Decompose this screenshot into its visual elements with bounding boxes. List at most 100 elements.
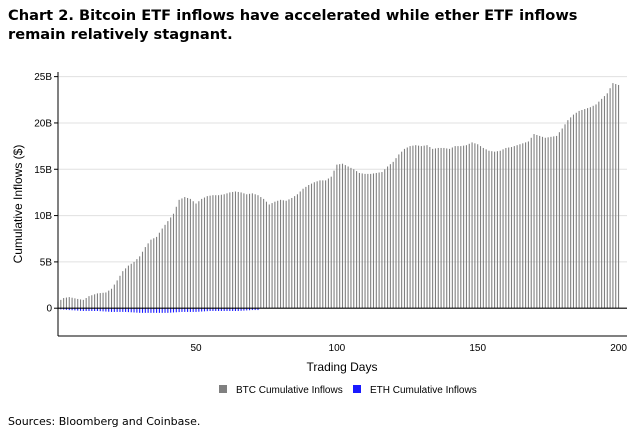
eth-bar — [153, 308, 155, 313]
eth-bar — [178, 308, 180, 313]
btc-bar — [167, 221, 169, 309]
btc-bar — [322, 180, 324, 309]
btc-bar — [463, 145, 465, 309]
btc-bar — [584, 109, 586, 309]
btc-bar — [556, 135, 558, 309]
btc-bar — [364, 173, 366, 309]
btc-bar — [477, 144, 479, 309]
eth-bar — [130, 308, 132, 313]
eth-bar — [82, 308, 84, 311]
chart-title: Chart 2. Bitcoin ETF inflows have accele… — [8, 6, 632, 44]
y-tick-label: 5B — [40, 257, 53, 268]
eth-bar — [212, 308, 214, 311]
eth-bar — [229, 308, 231, 311]
btc-bar — [603, 96, 606, 309]
btc-bar — [426, 145, 428, 309]
btc-bar — [122, 271, 124, 309]
btc-bar — [587, 108, 589, 309]
eth-bar — [257, 308, 259, 311]
btc-bar — [68, 297, 70, 309]
btc-bar — [209, 195, 211, 309]
btc-bar — [82, 299, 84, 309]
btc-bar — [592, 105, 594, 309]
btc-bar — [178, 199, 180, 309]
btc-bar — [195, 203, 197, 309]
btc-bar — [491, 151, 493, 309]
btc-bar — [265, 201, 267, 309]
eth-bar — [209, 308, 211, 311]
btc-bar — [279, 199, 282, 309]
btc-bar — [505, 147, 507, 309]
btc-bar — [212, 195, 214, 309]
btc-bar — [110, 288, 113, 309]
eth-bar — [220, 308, 222, 311]
btc-bar — [465, 145, 467, 309]
btc-bar — [418, 145, 420, 309]
btc-bar — [257, 195, 259, 309]
btc-bar — [508, 147, 510, 309]
eth-bar — [192, 308, 194, 312]
btc-bar — [513, 146, 515, 309]
btc-bar — [440, 147, 442, 309]
x-axis-title: Trading Days — [307, 360, 378, 374]
btc-bar — [74, 298, 76, 309]
btc-bar — [572, 114, 575, 309]
btc-bar — [175, 206, 177, 309]
btc-bar — [350, 167, 352, 309]
eth-bar — [170, 308, 172, 313]
eth-bar — [251, 308, 253, 311]
eth-bar — [161, 308, 163, 313]
eth-bar — [254, 308, 256, 311]
btc-bar — [454, 146, 456, 309]
btc-bar — [581, 109, 583, 309]
btc-bar — [127, 265, 129, 309]
btc-bars — [57, 83, 620, 309]
eth-bar — [167, 308, 169, 313]
btc-bar — [88, 296, 90, 309]
btc-bar — [260, 197, 262, 309]
btc-bar — [522, 143, 524, 309]
btc-bar — [347, 166, 349, 309]
btc-bar — [494, 151, 496, 309]
btc-bar — [575, 112, 577, 309]
btc-bar — [220, 194, 222, 309]
btc-bar — [336, 164, 338, 309]
btc-bar — [158, 232, 160, 309]
btc-bar — [218, 195, 220, 309]
btc-bar — [113, 284, 115, 309]
btc-bar — [105, 292, 107, 309]
btc-bar — [192, 201, 194, 309]
btc-bar — [274, 201, 276, 309]
btc-bar — [240, 192, 242, 309]
btc-bar — [457, 146, 459, 309]
eth-bar — [136, 308, 138, 313]
btc-bar — [79, 299, 82, 309]
eth-bar — [94, 308, 96, 311]
btc-bar — [451, 147, 453, 309]
eth-bar — [68, 308, 70, 311]
btc-bar — [550, 136, 552, 309]
btc-bar — [172, 213, 175, 309]
btc-bar — [488, 150, 490, 309]
eth-bars — [57, 308, 259, 313]
source-note: Sources: Bloomberg and Coinbase. — [8, 415, 201, 428]
btc-bar — [243, 193, 245, 309]
y-tick-label: 10B — [34, 211, 52, 222]
btc-bar — [567, 120, 569, 309]
btc-bar — [96, 293, 98, 309]
btc-bar — [198, 201, 200, 309]
btc-bar — [234, 191, 237, 309]
btc-bar — [71, 297, 73, 309]
btc-bar — [316, 181, 318, 309]
btc-bar — [516, 145, 518, 309]
eth-bar — [85, 308, 87, 311]
btc-bar — [299, 191, 301, 309]
btc-bar — [401, 151, 403, 309]
btc-bar — [254, 194, 256, 309]
eth-bar — [122, 308, 124, 312]
btc-bar — [525, 142, 527, 309]
eth-bar — [234, 308, 237, 311]
btc-bar — [271, 203, 273, 309]
btc-bar — [446, 148, 448, 309]
btc-bar — [564, 124, 566, 309]
